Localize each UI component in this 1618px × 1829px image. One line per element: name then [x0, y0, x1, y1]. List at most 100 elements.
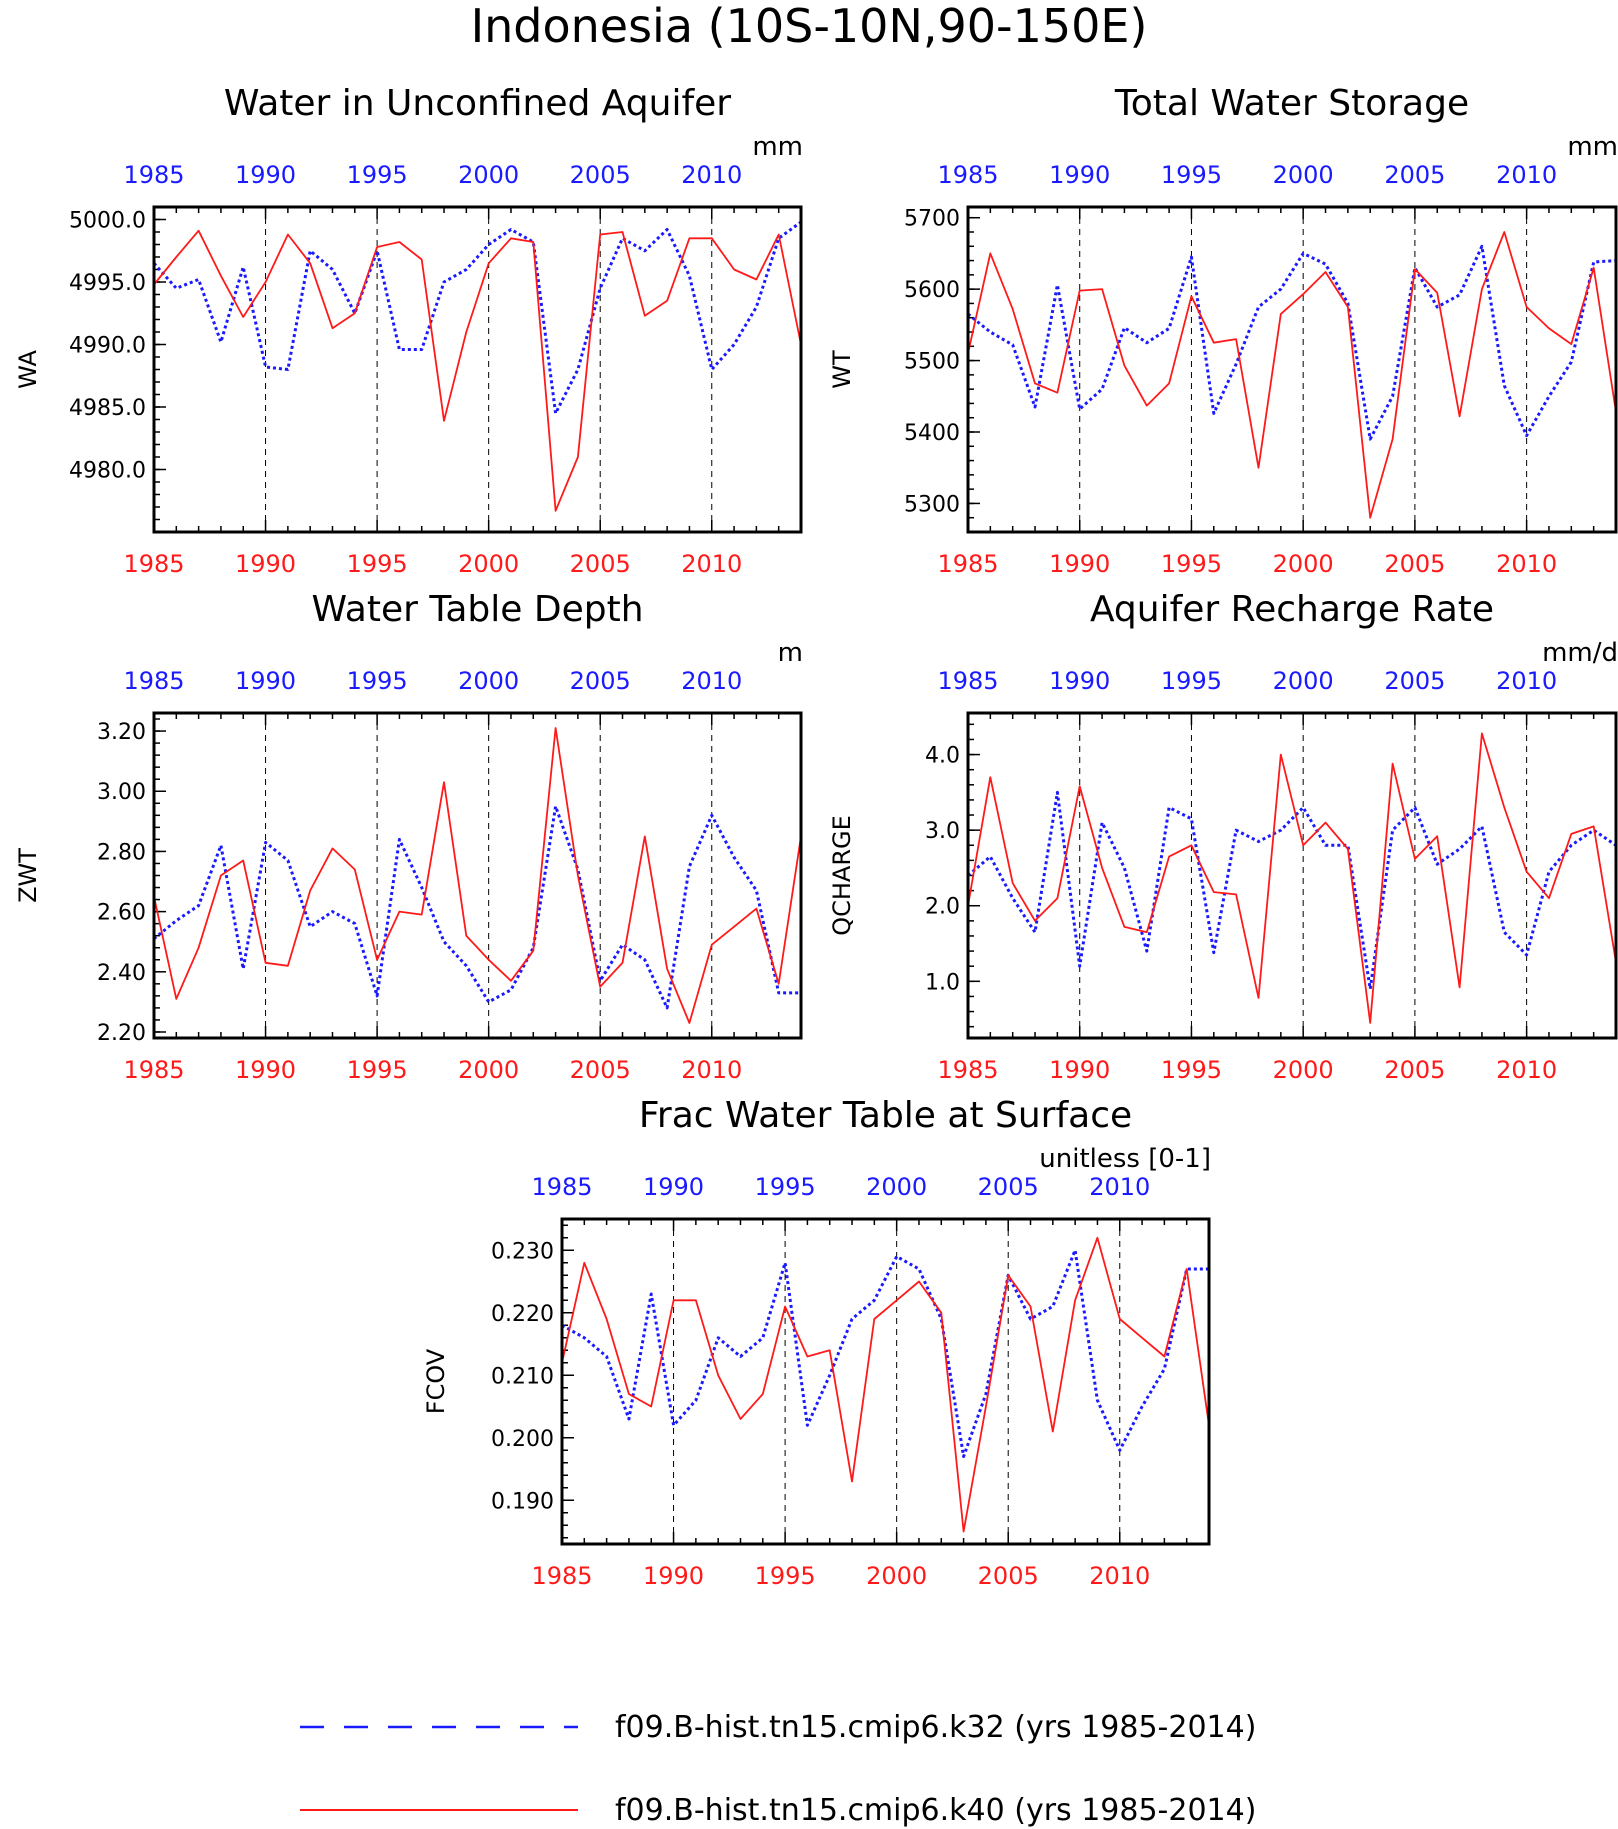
y-tick-label: 3.00 [97, 780, 146, 805]
x-tick-label-bottom: 1995 [347, 1056, 408, 1084]
series-line-k32 [967, 244, 1617, 441]
x-tick-label-bottom: 2000 [1273, 550, 1334, 578]
x-tick-label-top: 2010 [681, 667, 742, 695]
x-tick-label-top: 2010 [1496, 667, 1557, 695]
series-line-k32 [967, 790, 1617, 991]
x-tick-label-top: 2000 [1273, 161, 1334, 189]
x-tick-label-top: 2000 [458, 667, 519, 695]
x-tick-label-top: 2010 [1089, 1173, 1150, 1201]
x-tick-label-bottom: 2000 [1273, 1056, 1334, 1084]
panel-title: Aquifer Recharge Rate [1090, 589, 1494, 630]
y-tick-label: 4980.0 [69, 459, 146, 484]
x-tick-label-top: 1990 [235, 667, 296, 695]
y-axis-label: WT [828, 350, 856, 389]
y-tick-label: 3.0 [925, 819, 960, 844]
chart-panels: Water in Unconfined Aquifer mm 4980.0 4985.… [14, 83, 1618, 1590]
units-label: unitless [0-1] [1039, 1144, 1211, 1174]
x-tick-label-top: 1995 [347, 667, 408, 695]
y-tick-label: 2.0 [925, 895, 960, 920]
x-tick-label-top: 1995 [755, 1173, 816, 1201]
x-tick-label-top: 1985 [531, 1173, 592, 1201]
x-tick-label-bottom: 1990 [643, 1562, 704, 1590]
y-tick-label: 5500 [904, 350, 960, 375]
y-tick-label: 5600 [904, 278, 960, 303]
x-tick-label-bottom: 2005 [1384, 1056, 1445, 1084]
x-tick-label-top: 1990 [643, 1173, 704, 1201]
x-tick-label-top: 1990 [1049, 161, 1110, 189]
x-tick-label-bottom: 2010 [1089, 1562, 1150, 1590]
y-tick-label: 4985.0 [69, 396, 146, 421]
x-tick-label-bottom: 1990 [1049, 550, 1110, 578]
x-tick-label-top: 2010 [681, 161, 742, 189]
x-tick-label-top: 1985 [123, 667, 184, 695]
series-line-k32 [152, 220, 802, 415]
y-tick-label: 4.0 [925, 744, 960, 769]
units-label: mm [1567, 132, 1618, 162]
chart-panel-1: Water in Unconfined Aquifer mm 4980.0 4985.… [14, 83, 803, 578]
x-tick-label-bottom: 1995 [1161, 550, 1222, 578]
y-tick-label: 5000.0 [69, 209, 146, 234]
x-tick-label-bottom: 1985 [937, 550, 998, 578]
plot-frame [152, 711, 803, 1040]
y-tick-label: 5400 [904, 421, 960, 446]
x-tick-label-bottom: 2010 [681, 1056, 742, 1084]
x-tick-label-bottom: 2005 [1384, 550, 1445, 578]
x-tick-label-top: 2005 [1384, 161, 1445, 189]
y-tick-label: 2.80 [97, 840, 146, 865]
figure-title: Indonesia (10S-10N,90-150E) [471, 0, 1148, 53]
y-tick-label: 2.20 [97, 1021, 146, 1046]
x-tick-label-bottom: 2010 [1496, 1056, 1557, 1084]
series-line-k40 [153, 229, 802, 512]
y-tick-label: 1.0 [925, 970, 960, 995]
y-tick-label: 0.210 [491, 1364, 554, 1389]
y-tick-label: 4990.0 [69, 334, 146, 359]
chart-panel-3: Water Table Depth m 2.20 2.40 2.60 2.80 3.00 3.… [14, 589, 803, 1084]
units-label: mm [752, 132, 803, 162]
x-tick-label-bottom: 1990 [235, 1056, 296, 1084]
x-tick-label-top: 2000 [458, 161, 519, 189]
x-tick-label-bottom: 1995 [755, 1562, 816, 1590]
legend-label-k32: f09.B-hist.tn15.cmip6.k32 (yrs 1985-2014… [615, 1710, 1256, 1745]
x-tick-label-bottom: 2005 [978, 1562, 1039, 1590]
y-tick-label: 3.20 [97, 720, 146, 745]
y-tick-label: 2.40 [97, 961, 146, 986]
x-tick-label-bottom: 2000 [866, 1562, 927, 1590]
x-tick-label-top: 2005 [570, 667, 631, 695]
x-tick-label-bottom: 2010 [1496, 550, 1557, 578]
units-label: m [778, 638, 803, 668]
panel-title: Frac Water Table at Surface [639, 1095, 1132, 1136]
y-tick-label: 0.220 [491, 1302, 554, 1327]
series-line-k40 [967, 231, 1617, 519]
x-tick-label-top: 2000 [866, 1173, 927, 1201]
y-tick-label: 5700 [904, 207, 960, 232]
x-tick-label-top: 1985 [937, 161, 998, 189]
panel-title: Water in Unconfined Aquifer [224, 83, 731, 124]
chart-panel-5: Frac Water Table at Surface unitless [0-1… [422, 1095, 1211, 1590]
x-tick-label-top: 1995 [1161, 667, 1222, 695]
y-axis-label: WA [14, 350, 42, 389]
x-tick-label-top: 2005 [570, 161, 631, 189]
x-tick-label-bottom: 1995 [1161, 1056, 1222, 1084]
y-tick-label: 0.190 [491, 1489, 554, 1514]
chart-panel-2: Total Water Storage mm 5300 5400 5500 5600 570… [828, 83, 1618, 578]
plot-frame [560, 1217, 1211, 1546]
x-tick-label-bottom: 1995 [347, 550, 408, 578]
x-tick-label-bottom: 1985 [123, 1056, 184, 1084]
panel-title: Water Table Depth [311, 589, 643, 630]
series-line-k40 [967, 732, 1617, 1024]
x-tick-label-top: 1990 [235, 161, 296, 189]
x-tick-label-bottom: 2010 [681, 550, 742, 578]
y-axis-label: FCOV [422, 1348, 450, 1414]
y-tick-label: 0.200 [491, 1427, 554, 1452]
x-tick-label-bottom: 1985 [531, 1562, 592, 1590]
x-tick-label-bottom: 2005 [570, 550, 631, 578]
y-axis-label: ZWT [14, 848, 42, 903]
y-tick-label: 2.60 [97, 901, 146, 926]
series-line-k40 [153, 727, 802, 1024]
plot-frame [966, 205, 1618, 534]
x-tick-label-bottom: 2000 [458, 1056, 519, 1084]
x-tick-label-bottom: 1990 [1049, 1056, 1110, 1084]
panel-title: Total Water Storage [1114, 83, 1469, 124]
x-tick-label-bottom: 1985 [937, 1056, 998, 1084]
